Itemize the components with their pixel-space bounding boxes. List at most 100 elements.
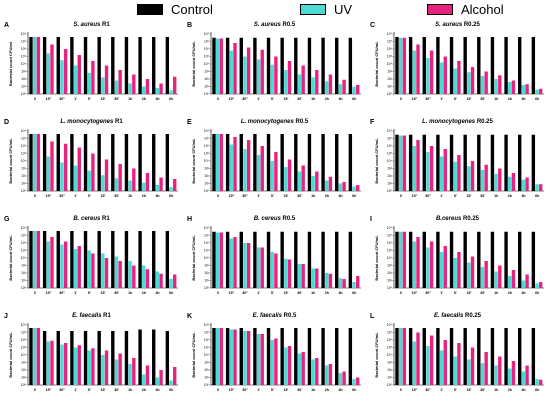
bar-uv (256, 59, 261, 94)
x-tick-label: 5' (271, 291, 274, 295)
y-tick-label: 10² (204, 368, 210, 372)
bar-control (70, 134, 74, 191)
bar-uv (535, 283, 539, 288)
bar-uv (426, 247, 430, 288)
bar-control (321, 134, 325, 191)
bar-control (42, 37, 47, 94)
bar-control (165, 231, 170, 288)
bar-alcohol (342, 79, 346, 94)
y-tick-label: 10⁷ (21, 137, 27, 141)
bar-control (490, 134, 495, 191)
bar-control (97, 134, 101, 191)
x-tick-label: 2h (142, 388, 146, 392)
bar-alcohol (118, 353, 122, 385)
x-tick-label: 5' (271, 194, 274, 198)
panel-letter: D (4, 119, 10, 126)
x-tick-label: 4h (521, 388, 525, 392)
y-tick-label: 10⁰ (204, 383, 210, 387)
panel-letter: H (187, 216, 193, 223)
bar-alcohol (443, 56, 447, 94)
x-tick-label: 5' (271, 388, 274, 392)
x-tick-label: 30" (242, 97, 248, 101)
bar-control (70, 37, 74, 94)
panel-title-organism: S. aureus (73, 22, 101, 28)
y-tick-label: 10⁵ (21, 249, 27, 253)
x-tick-label: 1' (440, 97, 443, 101)
x-tick-label: 1' (74, 97, 77, 101)
x-tick-label: 4h (155, 97, 159, 101)
bar-uv (453, 161, 457, 191)
y-tick-label: 10¹ (21, 85, 27, 89)
bar-alcohol (219, 134, 224, 191)
bar-alcohol (246, 140, 251, 191)
bar-alcohol (301, 352, 305, 385)
bar-alcohol (36, 134, 41, 191)
x-tick-label: 30" (59, 194, 65, 198)
y-tick-label: 10⁵ (387, 152, 393, 156)
y-tick-label: 10³ (387, 70, 393, 74)
y-tick-label: 10⁶ (387, 338, 393, 342)
bar-control (449, 37, 454, 94)
x-tick-label: 15" (229, 291, 235, 295)
panel-title: E. faecalis R1 (0, 313, 183, 319)
panel-title-suffix: R0.5 (280, 22, 296, 28)
y-tick-label: 10⁵ (204, 249, 210, 253)
panel-letter: A (4, 22, 10, 29)
bar-control (42, 331, 47, 385)
x-tick-label: 1' (74, 194, 77, 198)
x-tick-label: 30" (242, 291, 248, 295)
bar-control (165, 134, 170, 191)
legend-swatch-alcohol (427, 4, 453, 15)
bar-uv (114, 80, 119, 94)
x-tick-label: 1h (311, 388, 315, 392)
bar-alcohol (91, 153, 95, 191)
bar-chart-svg: Bacterial count CFU/mL 10⁰ 10¹ 10² 10³ 10⁴ 10⁵… (8, 323, 178, 392)
x-tick-label: 4h (155, 388, 159, 392)
bar-alcohol (498, 265, 502, 288)
bar-control (152, 329, 156, 385)
x-tick-label: 2h (325, 388, 329, 392)
bar-control (490, 37, 495, 94)
bar-uv (439, 252, 444, 288)
bar-uv (46, 53, 51, 94)
panel-title-suffix: R0.25 (462, 22, 480, 28)
y-tick-label: 10⁸ (21, 226, 27, 230)
bar-uv (73, 165, 78, 191)
x-tick-label: 5' (88, 97, 91, 101)
y-tick-label: 10⁸ (204, 129, 210, 133)
bar-control (518, 37, 522, 94)
y-tick-label: 10⁷ (21, 40, 27, 44)
bar-uv (155, 185, 160, 191)
x-tick-label: 30" (425, 97, 431, 101)
bar-control (212, 328, 216, 385)
bar-control (225, 231, 230, 288)
bar-uv (480, 363, 485, 385)
bar-alcohol (287, 159, 292, 191)
bar-control (504, 328, 508, 385)
bar-control (348, 134, 353, 191)
bar-uv (412, 241, 417, 288)
bar-alcohol (63, 241, 68, 288)
bar-chart-svg: Bacterial count CFU/mL 10⁰ 10¹ 10² 10³ 10⁴ 10⁵… (191, 226, 361, 295)
bar-uv (128, 180, 132, 191)
x-tick-label: 15" (229, 388, 235, 392)
bar-alcohol (159, 273, 163, 288)
x-tick-label: 1' (440, 194, 443, 198)
bar-uv (142, 86, 146, 94)
x-tick-label: 15' (467, 97, 472, 101)
bar-uv (467, 359, 471, 385)
y-axis-label: Bacterial count CFU/ml (8, 42, 13, 86)
bar-control (83, 37, 88, 94)
bar-uv (270, 64, 274, 94)
chart-panel-i: I B.cereus R0.25 Bacterial count CFU/mL 10⁰… (366, 212, 549, 309)
bar-uv (155, 271, 160, 288)
bar-uv (32, 231, 37, 288)
bar-alcohol (233, 329, 237, 385)
bar-alcohol (145, 79, 150, 94)
bar-control (239, 231, 243, 288)
bar-control (225, 134, 230, 191)
chart-panel-a: A S. aureus R1 Bacterial count CFU/ml 10⁰ 10… (0, 18, 183, 115)
y-axis-label: Bacterial count CFU/mL (8, 235, 13, 281)
x-tick-label: 15" (46, 291, 52, 295)
bar-control (408, 37, 413, 94)
